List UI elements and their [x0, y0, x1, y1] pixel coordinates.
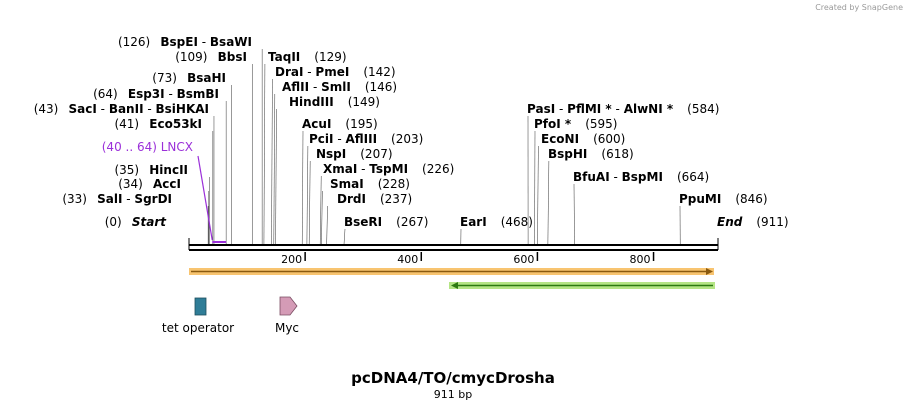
leader-line-26	[573, 183, 575, 245]
sequence-backbone	[188, 238, 719, 251]
orf-forward-track[interactable]	[189, 268, 714, 275]
site-label-pfoi[interactable]: PfoI * (595)	[534, 117, 617, 131]
site-label-pcii[interactable]: PciI - AflIII (203)	[309, 132, 423, 146]
leader-line-11	[271, 78, 273, 245]
site-label-esp3i[interactable]: (64) Esp3I - BsmBI	[93, 87, 219, 101]
leader-lines	[197, 49, 681, 245]
leader-line-12	[273, 93, 276, 245]
site-label-xmai[interactable]: XmaI - TspMI (226)	[323, 162, 454, 176]
leader-line-19	[326, 205, 328, 245]
primer-label[interactable]: (40 .. 64) LNCX	[102, 140, 193, 154]
plasmid-length: 911 bp	[434, 388, 472, 401]
ruler-axis: 200 400 600 800	[281, 252, 655, 266]
snapgene-credit: Created by SnapGene	[815, 3, 903, 12]
orf-reverse-arrowhead	[451, 282, 458, 289]
primer-leader-line	[197, 155, 213, 241]
site-label-hincii[interactable]: (35) HincII	[114, 163, 188, 177]
axis-tick-400: 400	[397, 253, 418, 266]
leader-line-20	[343, 228, 346, 245]
feature-label-tet-operator: tet operator	[162, 321, 234, 335]
site-label-taqii[interactable]: TaqII (129)	[268, 50, 347, 64]
feature-tet-operator[interactable]: tet operator	[162, 297, 234, 335]
site-label-sali[interactable]: (33) SalI - SgrDI	[62, 192, 172, 206]
leader-line-24	[537, 145, 539, 245]
tet-operator-box	[194, 297, 207, 316]
site-label-aflii[interactable]: AflII - SmlI (146)	[282, 80, 397, 94]
site-label-bbsi[interactable]: (109) BbsI	[175, 50, 247, 64]
site-labels: (126) BspEI - BsaWI (109) BbsI (73) BsaH…	[34, 35, 789, 229]
axis-tick-600: 600	[513, 253, 534, 266]
leader-line-15	[306, 145, 309, 245]
site-label-pasi[interactable]: PasI - PflMI * - AlwNI * (584)	[527, 102, 719, 116]
site-label-drdi[interactable]: DrdI (237)	[337, 192, 412, 206]
myc-arrow	[279, 296, 298, 316]
orf-forward-arrowhead	[706, 268, 713, 275]
site-label-acci[interactable]: (34) AccI	[118, 177, 181, 191]
site-label-start[interactable]: (0) Start	[105, 215, 168, 229]
leader-line-18	[321, 190, 323, 245]
feature-label-myc: Myc	[275, 321, 299, 335]
site-label-econi[interactable]: EcoNI (600)	[541, 132, 625, 146]
leader-line-16	[308, 160, 311, 245]
leader-line-25	[547, 160, 550, 245]
leader-line-13	[275, 108, 277, 245]
site-label-bsahi[interactable]: (73) BsaHI	[152, 71, 226, 85]
site-label-nspi[interactable]: NspI (207)	[316, 147, 393, 161]
site-label-hindiii[interactable]: HindIII (149)	[289, 95, 380, 109]
site-label-eco53ki[interactable]: (41) Eco53kI	[114, 117, 202, 131]
axis-tick-200: 200	[281, 253, 302, 266]
site-label-acui[interactable]: AcuI (195)	[302, 117, 378, 131]
site-label-bseri[interactable]: BseRI (267)	[344, 215, 428, 229]
orf-reverse-track[interactable]	[449, 282, 715, 289]
site-label-bfuai[interactable]: BfuAI - BspMI (664)	[573, 170, 709, 184]
leader-line-14	[301, 130, 304, 245]
plasmid-title: pcDNA4/TO/cmycDrosha	[351, 369, 555, 387]
site-label-saci[interactable]: (43) SacI - BanII - BsiHKAI	[34, 102, 209, 116]
site-label-ppumi[interactable]: PpuMI (846)	[679, 192, 768, 206]
leader-line-10	[263, 63, 266, 245]
feature-myc[interactable]: Myc	[275, 296, 299, 335]
site-label-drai[interactable]: DraI - PmeI (142)	[275, 65, 396, 79]
site-label-bsphi[interactable]: BspHI (618)	[548, 147, 634, 161]
site-label-eari[interactable]: EarI (468)	[460, 215, 533, 229]
axis-tick-800: 800	[630, 253, 651, 266]
site-label-smai[interactable]: SmaI (228)	[330, 177, 410, 191]
site-label-end[interactable]: End (911)	[717, 215, 789, 229]
leader-line-17	[319, 175, 322, 245]
site-label-bspei[interactable]: (126) BspEI - BsaWI	[118, 35, 252, 49]
